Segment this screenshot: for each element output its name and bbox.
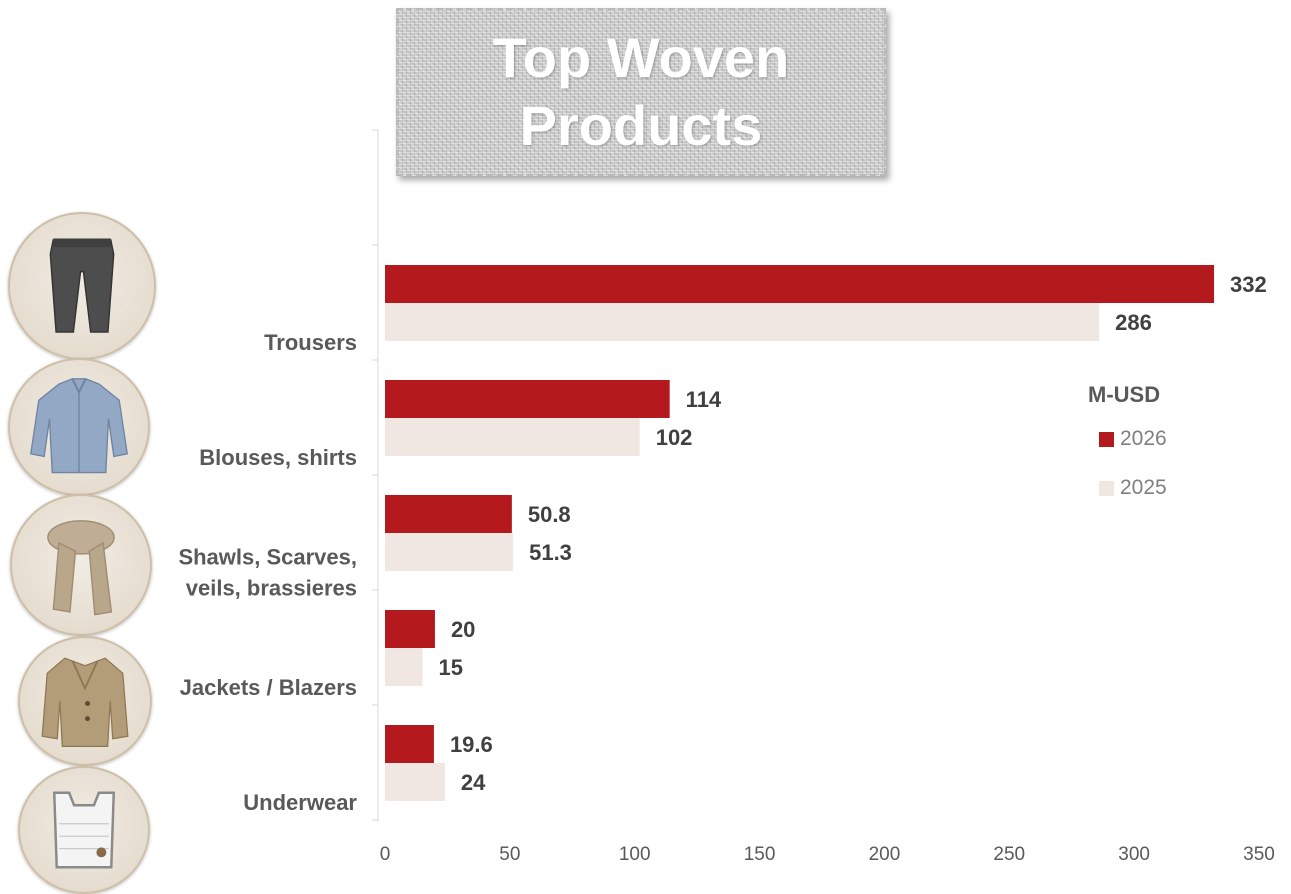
chart-title: Top Woven Products <box>398 24 884 160</box>
shirt-icon <box>8 358 150 496</box>
title-banner: Top Woven Products <box>396 8 886 176</box>
value-label-2026-3: 20 <box>451 617 475 642</box>
bar-2026-3 <box>385 610 435 648</box>
x-tick-label-100: 100 <box>619 844 651 865</box>
legend-item-2026: 2026 <box>1099 427 1167 451</box>
legend-label-2025: 2025 <box>1120 476 1167 499</box>
category-label-0-0: Trousers <box>264 330 357 355</box>
value-label-2025-1: 102 <box>656 425 693 450</box>
axis-layer: 0 50 100 150 200 250 300 350 <box>372 129 1275 865</box>
value-label-2026-4: 19.6 <box>450 732 493 757</box>
underwear-icon <box>18 766 150 894</box>
chart-title-line-1: Top Woven <box>492 26 790 89</box>
x-tick-label-350: 350 <box>1243 844 1275 865</box>
scarf-icon <box>10 494 152 636</box>
bar-2025-4 <box>385 763 445 801</box>
trousers-icon <box>8 212 156 360</box>
x-tick-label-0: 0 <box>380 844 391 865</box>
legend-swatch-2025 <box>1099 480 1114 496</box>
x-tick-label-250: 250 <box>993 844 1025 865</box>
legend-title: M-USD <box>1088 382 1161 407</box>
bar-2025-1 <box>385 418 640 456</box>
bar-2026-1 <box>385 380 670 418</box>
legend-label-2026: 2026 <box>1120 427 1167 450</box>
bars-layer <box>385 265 1215 801</box>
value-label-2025-2: 51.3 <box>529 540 572 565</box>
value-label-2025-3: 15 <box>438 655 462 680</box>
bar-2026-0 <box>385 265 1215 303</box>
x-tick-label-200: 200 <box>869 844 901 865</box>
legend-swatch-2026 <box>1099 431 1114 447</box>
category-label-4-0: Underwear <box>243 790 357 815</box>
x-tick-label-150: 150 <box>744 844 776 865</box>
category-label-2-0: Shawls, Scarves, <box>178 545 357 570</box>
value-label-2026-1: 114 <box>686 387 722 412</box>
bar-2025-3 <box>385 648 423 686</box>
category-label-3-0: Jackets / Blazers <box>180 675 357 700</box>
bar-2026-2 <box>385 495 512 533</box>
x-tick-label-50: 50 <box>499 844 520 865</box>
x-tick-label-300: 300 <box>1118 844 1150 865</box>
legend-item-2025: 2025 <box>1099 476 1167 500</box>
value-label-2026-2: 50.8 <box>528 502 571 527</box>
value-label-2025-4: 24 <box>461 770 486 795</box>
bar-2025-2 <box>385 533 514 571</box>
category-label-2-1: veils, brassieres <box>186 576 357 601</box>
category-label-1-0: Blouses, shirts <box>199 445 357 470</box>
bar-2025-0 <box>385 303 1100 341</box>
chart-title-line-2: Products <box>519 94 763 157</box>
jacket-icon <box>18 636 152 766</box>
value-label-2026-0: 332 <box>1230 272 1267 297</box>
value-label-2025-0: 286 <box>1115 310 1152 335</box>
bar-2026-4 <box>385 725 434 763</box>
labels-layer: 332 286 Trousers 114 102 Blouses, shirts 50.8 5… <box>178 272 1266 815</box>
